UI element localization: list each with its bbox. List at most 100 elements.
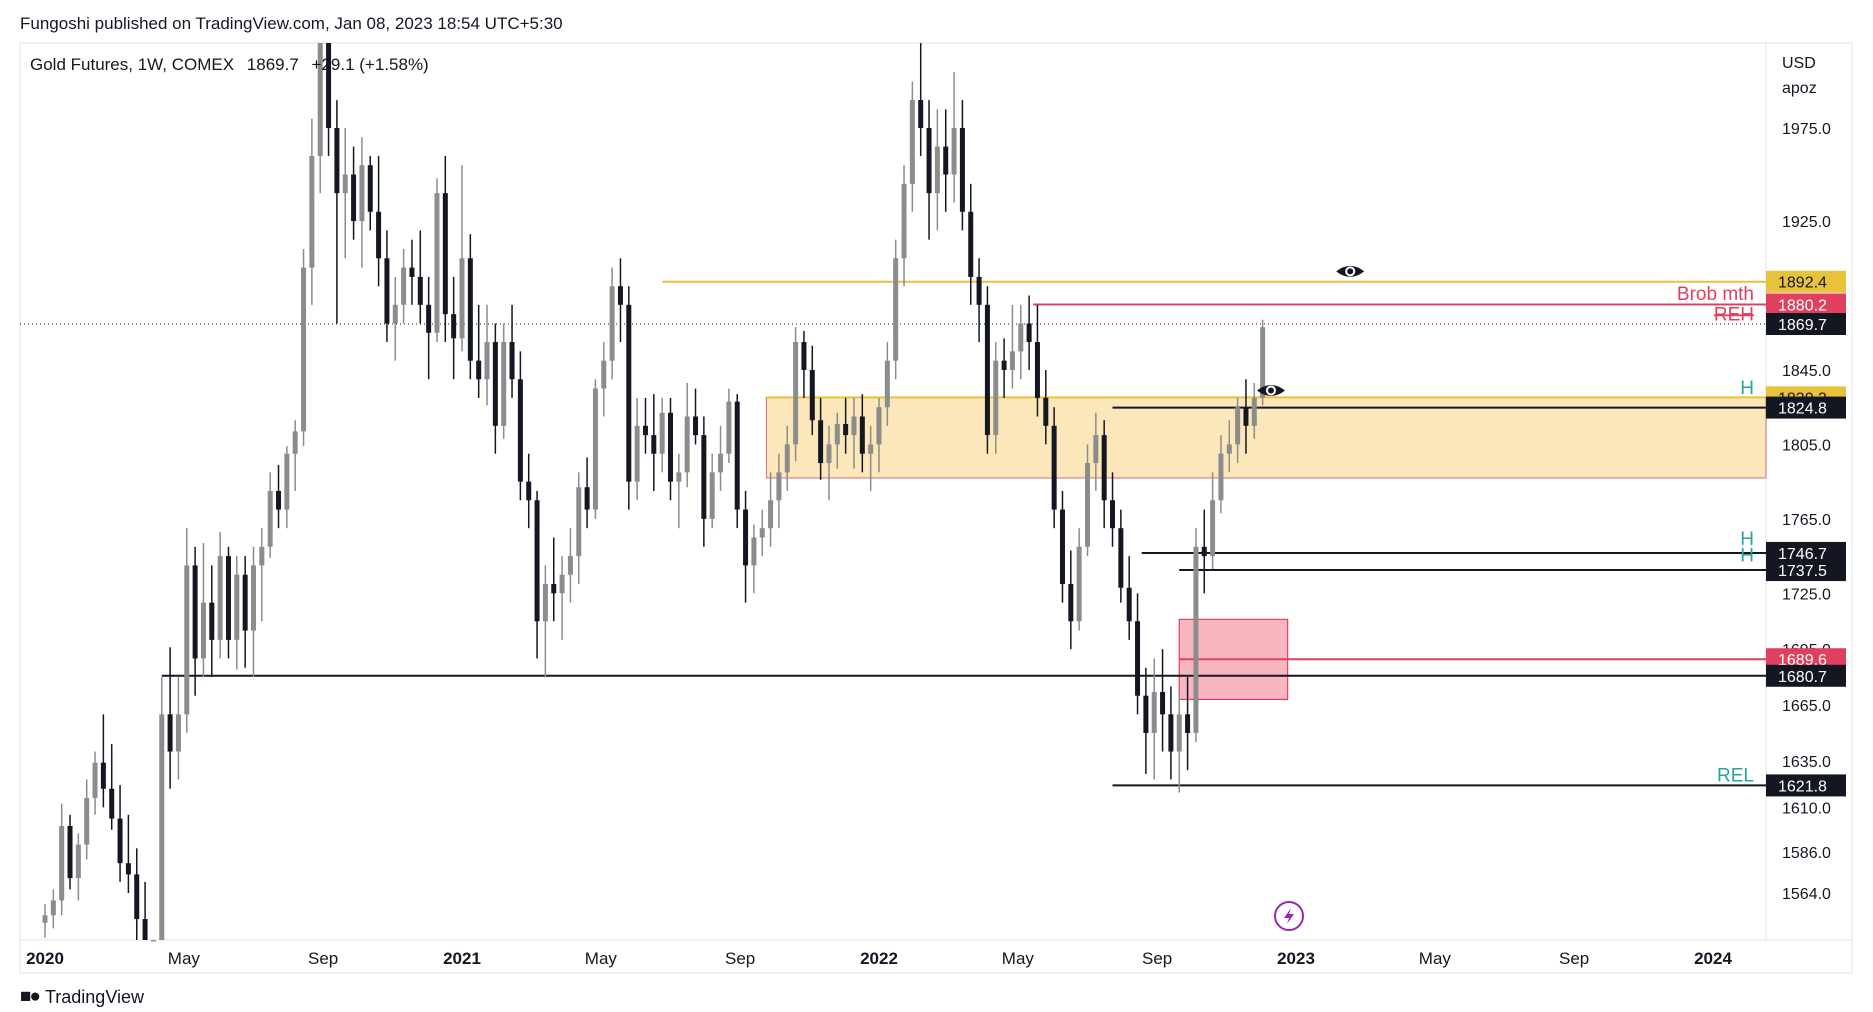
price-tag-bg	[1766, 312, 1846, 335]
candle-body	[993, 360, 999, 436]
candle-body	[959, 128, 965, 212]
candle-130	[1126, 556, 1132, 640]
candle-81	[718, 425, 724, 491]
candle-body	[251, 565, 256, 631]
eye-icon[interactable]	[1256, 384, 1285, 396]
candle-body	[651, 435, 657, 454]
price-tag-4: 1824.8	[1766, 396, 1846, 419]
candle-body	[542, 584, 548, 622]
candle-138	[1193, 528, 1199, 743]
candle-body	[968, 211, 974, 277]
scale-label: apoz	[1782, 80, 1817, 97]
price-change: +29.1 (+1.58%)	[311, 55, 429, 74]
candle-127	[1101, 420, 1107, 529]
lightning-icon[interactable]	[1274, 901, 1304, 931]
candle-body	[1118, 528, 1124, 588]
candle-42	[392, 276, 398, 361]
candle-2	[59, 803, 65, 916]
candle-115	[1001, 338, 1007, 398]
candle-body	[150, 940, 156, 942]
y-tick-3: 1805.0	[1782, 437, 1831, 454]
candle-body	[634, 425, 640, 482]
candle-body	[317, 43, 323, 156]
candle-body	[1218, 453, 1224, 501]
candle-10	[125, 814, 131, 893]
candle-6	[92, 751, 98, 815]
candle-131	[1135, 593, 1141, 715]
y-tick-7: 1665.0	[1782, 698, 1831, 715]
candle-111	[968, 183, 974, 305]
candle-53	[484, 304, 490, 406]
candle-126	[1093, 412, 1099, 491]
eye-icon[interactable]	[1336, 265, 1365, 277]
levels	[20, 280, 1766, 787]
candle-body	[1034, 342, 1040, 398]
candle-119	[1034, 304, 1040, 417]
candle-135	[1168, 686, 1174, 780]
candle-96	[843, 397, 849, 454]
price-tag-bg	[1766, 774, 1846, 797]
zone-0	[765, 396, 1767, 479]
candle-body	[609, 286, 615, 361]
price-tag-label: 1680.7	[1778, 669, 1827, 686]
candle-body	[818, 420, 824, 464]
candle-26	[259, 528, 265, 622]
price-tag-bg	[1766, 293, 1846, 316]
y-tick-8: 1635.0	[1782, 754, 1831, 771]
candle-21	[217, 531, 223, 659]
annotation-5: REL	[1717, 765, 1754, 786]
candle-body	[1076, 546, 1082, 622]
candle-25	[251, 546, 256, 678]
candle-134	[1160, 649, 1166, 752]
candle-body	[467, 258, 473, 361]
candle-body	[951, 128, 957, 175]
candle-86	[759, 509, 765, 557]
candle-body	[84, 798, 90, 845]
x-axis-ticks: 2020 May Sep 2021 May Sep 2022 May Sep 2023 May Sep…	[26, 949, 1732, 968]
candle-56	[509, 304, 515, 398]
candle-body	[668, 412, 673, 482]
candle-102	[893, 239, 899, 380]
candle-body	[459, 258, 465, 339]
candle-73	[651, 394, 657, 491]
x-tick-2: Sep	[308, 949, 338, 968]
candle-body	[1201, 546, 1207, 557]
price-tag-bg	[1766, 648, 1846, 671]
candle-18	[192, 546, 198, 696]
candle-16	[175, 677, 181, 780]
x-tick-5: Sep	[725, 949, 755, 968]
candle-body	[592, 388, 598, 510]
candle-54	[492, 323, 498, 454]
candle-101	[884, 342, 890, 426]
candle-59	[534, 490, 540, 659]
candle-body	[642, 425, 648, 436]
candle-44	[409, 239, 415, 305]
candle-body	[292, 431, 298, 454]
price-tag-9: 1621.8	[1766, 774, 1846, 797]
candle-body	[376, 211, 382, 259]
price-tag-2: 1869.7	[1766, 312, 1846, 335]
candle-body	[509, 342, 515, 380]
candle-75	[668, 397, 673, 501]
candle-body	[234, 574, 240, 640]
price-tag-bg	[1766, 559, 1846, 582]
candle-body	[209, 602, 215, 640]
candle-body	[401, 267, 407, 305]
candle-145	[1251, 383, 1257, 439]
tradingview-brand[interactable]: ■● TradingView	[20, 986, 144, 1008]
candle-body	[184, 565, 190, 715]
candle-body	[984, 304, 990, 436]
candle-body	[584, 487, 590, 510]
candle-body	[1051, 425, 1057, 510]
candle-78	[693, 388, 699, 445]
candle-132	[1143, 667, 1149, 774]
price-tag-bg	[1766, 270, 1846, 293]
candle-118	[1026, 295, 1032, 370]
candle-body	[242, 574, 248, 631]
candle-body	[50, 900, 56, 916]
candle-66	[592, 379, 598, 519]
candle-37	[351, 146, 357, 240]
candle-body	[259, 546, 265, 566]
candle-body	[392, 304, 398, 324]
